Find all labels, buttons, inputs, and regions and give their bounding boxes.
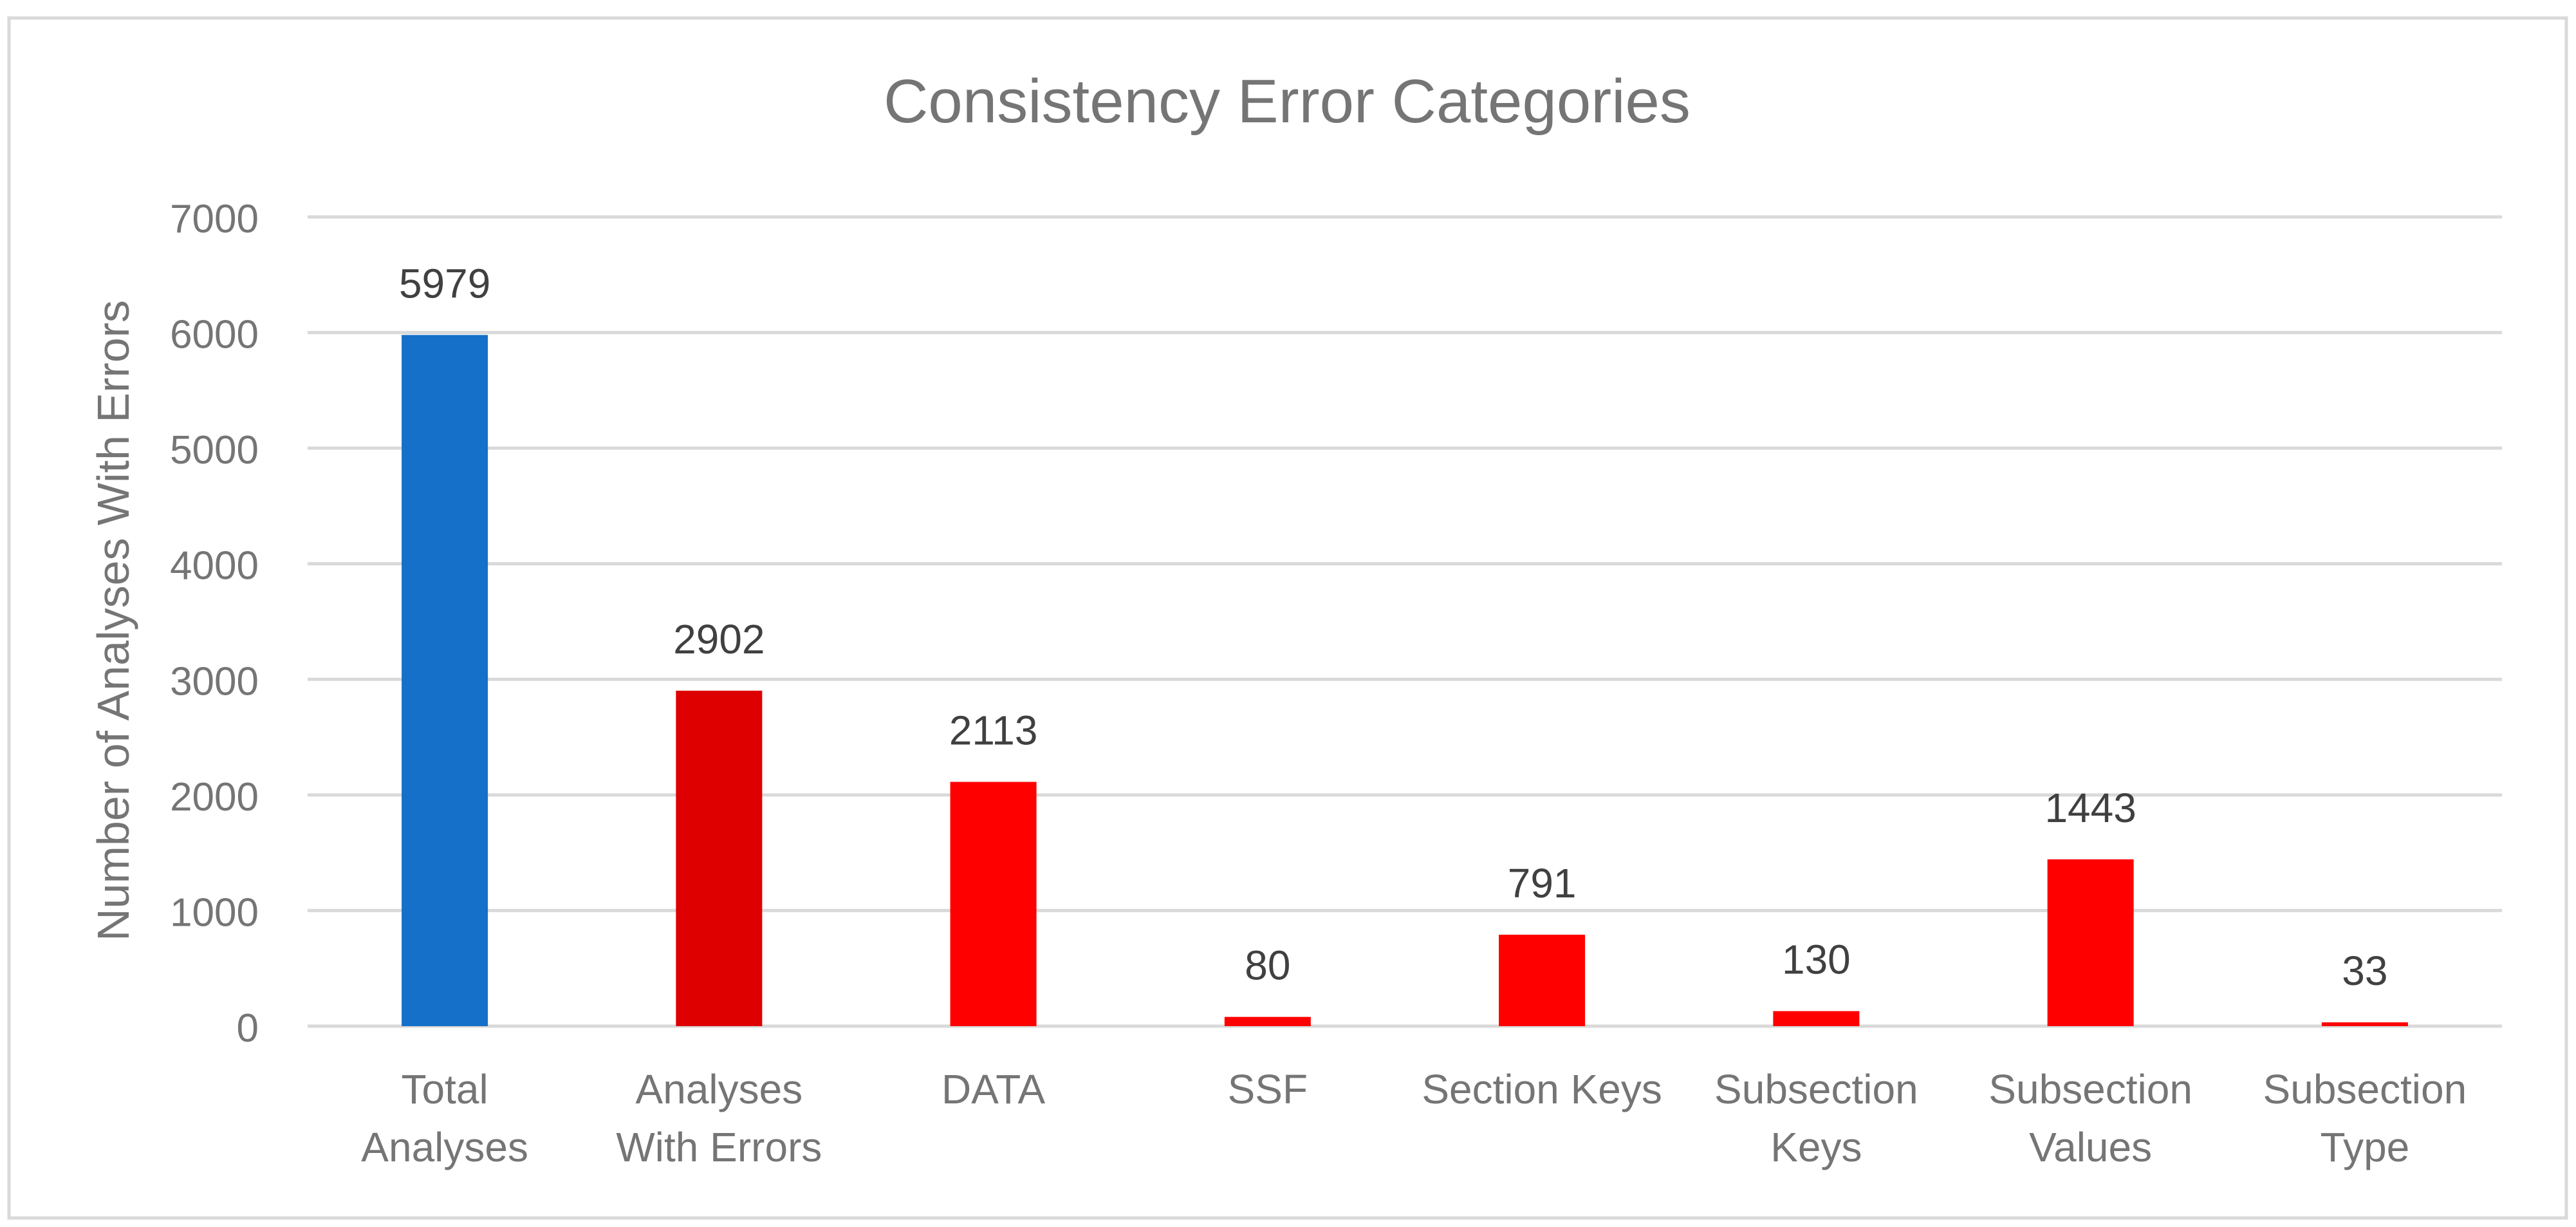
bar: [1773, 1011, 1860, 1026]
y-tick-labels: 0 1000 2000 3000 4000 5000 6000 7000: [170, 197, 259, 1051]
bar: [2047, 859, 2134, 1026]
y-axis-label: Number of Analyses With Errors: [88, 300, 138, 941]
y-tick-label: 6000: [170, 313, 259, 357]
x-tick-labels: Total Analyses Analyses With Errors DATA SSF S…: [361, 1066, 2467, 1170]
x-tick-label: Total: [402, 1066, 488, 1112]
bar: [402, 335, 488, 1026]
x-tick-label: Analyses: [636, 1066, 803, 1112]
y-tick-label: 7000: [170, 197, 259, 241]
bar: [1224, 1016, 1311, 1026]
y-tick-label: 3000: [170, 659, 259, 704]
x-tick-label: DATA: [941, 1066, 1046, 1112]
x-tick-label: Subsection: [1988, 1066, 2192, 1112]
bar: [950, 782, 1037, 1026]
x-tick-label: With Errors: [616, 1124, 822, 1170]
y-tick-label: 1000: [170, 890, 259, 935]
y-tick-label: 4000: [170, 544, 259, 588]
y-tick-label: 5000: [170, 428, 259, 473]
data-label: 130: [1782, 937, 1851, 983]
bar: [2321, 1022, 2408, 1026]
x-tick-label: Keys: [1770, 1124, 1862, 1170]
data-label: 791: [1508, 860, 1577, 906]
x-tick-label: Values: [2029, 1124, 2152, 1170]
bars: [402, 335, 2408, 1026]
data-label: 1443: [2044, 785, 2136, 831]
chart-border: [7, 16, 2568, 1220]
data-label: 2113: [949, 707, 1038, 754]
bar: [676, 690, 763, 1026]
y-tick-label: 0: [237, 1006, 259, 1051]
x-tick-label: Subsection: [2263, 1066, 2467, 1112]
bar: [1499, 934, 1586, 1026]
x-tick-label: Type: [2321, 1124, 2410, 1170]
y-tick-label: 2000: [170, 775, 259, 820]
x-tick-label: Section Keys: [1422, 1066, 1662, 1112]
data-label: 2902: [673, 616, 764, 662]
x-tick-label: Subsection: [1714, 1066, 1918, 1112]
x-tick-label: SSF: [1228, 1066, 1308, 1112]
data-label: 5979: [399, 260, 490, 306]
chart-title: Consistency Error Categories: [884, 67, 1691, 136]
data-label: 33: [2342, 948, 2387, 994]
data-label: 80: [1245, 942, 1290, 989]
gridlines: [308, 215, 2502, 1028]
data-labels: 5979 2902 2113 80 791 130 1443 33: [399, 260, 2388, 994]
x-tick-label: Analyses: [361, 1124, 528, 1170]
